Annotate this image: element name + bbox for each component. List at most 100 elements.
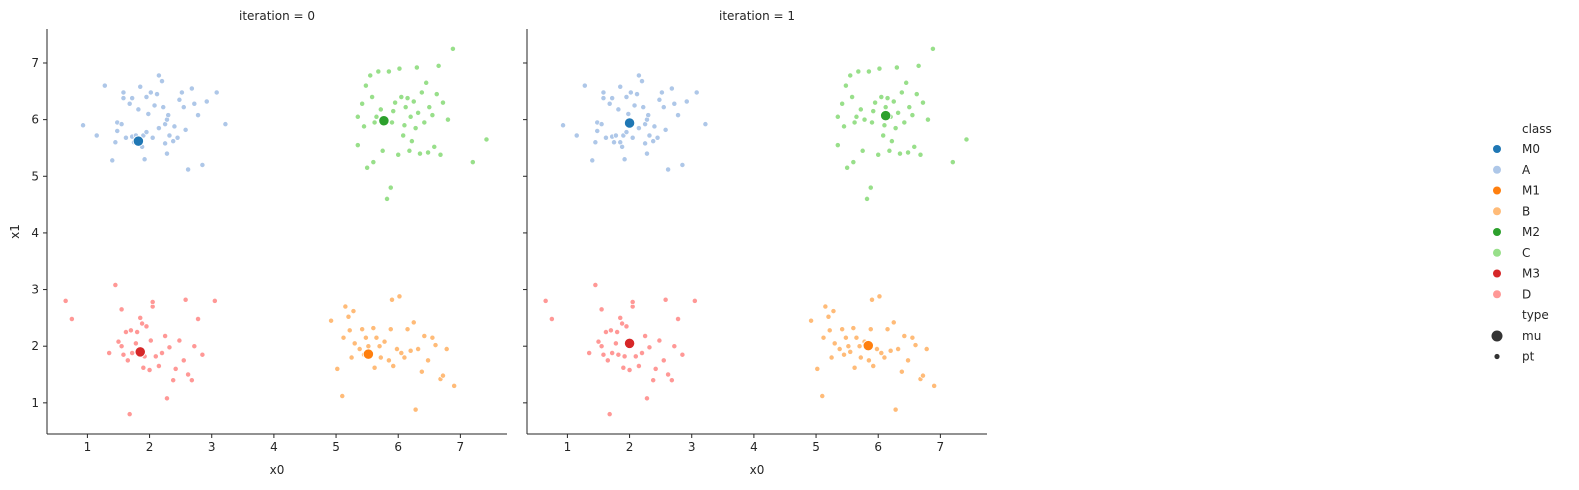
data-point-D xyxy=(115,338,122,345)
data-point-C xyxy=(408,138,415,145)
data-point-C xyxy=(429,112,436,119)
data-point-C xyxy=(354,142,361,149)
data-point-B xyxy=(387,326,394,333)
data-point-B xyxy=(870,363,877,369)
data-point-D xyxy=(629,299,636,305)
data-point-C xyxy=(421,119,428,126)
data-point-B xyxy=(385,357,392,364)
data-point-D xyxy=(159,350,165,356)
data-point-C xyxy=(387,184,394,191)
facet-panel-0: iteration = 0 1 2 3 4 5 6 7 1 2 3 4 5 6 7 x0 x1 xyxy=(8,9,507,477)
data-point-A xyxy=(178,89,185,96)
data-point-B xyxy=(890,319,897,326)
data-point-C xyxy=(865,68,872,75)
data-point-C xyxy=(834,142,841,149)
data-point-B xyxy=(845,343,852,350)
data-point-A xyxy=(164,150,170,157)
data-point-D xyxy=(126,411,133,418)
data-point-C xyxy=(431,143,438,150)
data-point-A xyxy=(662,126,669,133)
data-point-D xyxy=(211,297,218,304)
y-tick-label: 2 xyxy=(31,339,39,353)
data-point-A xyxy=(185,166,192,173)
data-point-C xyxy=(354,113,361,120)
data-point-D xyxy=(188,377,195,384)
data-point-C xyxy=(385,68,392,75)
data-point-C xyxy=(881,122,888,129)
data-point-C xyxy=(909,112,916,119)
data-point-A xyxy=(155,125,162,132)
data-point-C xyxy=(384,195,390,202)
data-point-D xyxy=(68,316,75,322)
data-point-D xyxy=(679,351,686,358)
x-tick-label: 3 xyxy=(208,440,216,454)
data-point-A xyxy=(594,128,601,134)
data-point-B xyxy=(820,334,827,341)
facet-title: iteration = 0 xyxy=(239,9,315,23)
data-point-C xyxy=(425,149,432,156)
data-point-D xyxy=(620,364,627,371)
data-point-C xyxy=(890,98,897,105)
data-point-D xyxy=(609,350,616,356)
data-point-C xyxy=(876,65,883,72)
data-point-A xyxy=(162,140,169,147)
data-point-C xyxy=(872,99,879,106)
data-point-B xyxy=(923,346,930,352)
legend-marker-M2 xyxy=(1493,228,1501,236)
data-point-C xyxy=(963,136,970,143)
data-point-A xyxy=(120,89,127,96)
data-point-C xyxy=(903,79,910,86)
data-point-D xyxy=(62,297,69,304)
data-point-D xyxy=(626,367,633,373)
data-point-A xyxy=(660,104,667,111)
data-point-B xyxy=(853,334,860,341)
data-point-D xyxy=(639,350,645,356)
x-tick-label: 3 xyxy=(688,440,696,454)
y-tick-label: 6 xyxy=(31,113,39,127)
data-point-D xyxy=(132,340,139,347)
data-point-C xyxy=(392,99,399,106)
data-point-A xyxy=(602,134,609,141)
data-point-B xyxy=(376,343,383,350)
data-point-C xyxy=(375,68,382,75)
data-point-C xyxy=(426,104,433,111)
x-tick-label: 6 xyxy=(394,440,402,454)
data-point-C xyxy=(886,147,893,154)
legend-label-B: B xyxy=(1522,204,1530,218)
data-point-C xyxy=(920,99,926,106)
legend-label-D: D xyxy=(1522,287,1531,301)
data-point-A xyxy=(213,89,220,96)
data-point-B xyxy=(412,406,419,413)
data-point-B xyxy=(398,350,405,356)
data-point-B xyxy=(340,334,347,341)
data-point-C xyxy=(449,45,456,52)
data-point-A xyxy=(650,138,657,145)
data-point-B xyxy=(401,354,408,361)
data-point-C xyxy=(878,94,885,100)
data-point-C xyxy=(915,62,922,69)
data-point-B xyxy=(881,354,888,361)
data-point-C xyxy=(834,113,841,120)
data-point-B xyxy=(831,340,838,347)
data-point-A xyxy=(639,78,645,85)
data-point-C xyxy=(892,125,899,132)
data-point-B xyxy=(839,326,846,333)
data-point-A xyxy=(679,161,686,168)
data-point-C xyxy=(369,94,376,100)
data-point-B xyxy=(819,393,826,399)
data-point-C xyxy=(437,151,444,158)
data-point-A xyxy=(611,139,617,146)
data-point-A xyxy=(668,85,675,92)
data-point-D xyxy=(612,340,619,347)
legend-marker-M3 xyxy=(1493,269,1501,278)
data-point-D xyxy=(621,353,628,360)
data-point-D xyxy=(665,371,672,378)
data-point-B xyxy=(825,313,832,320)
data-point-A xyxy=(623,94,630,100)
data-point-A xyxy=(222,121,229,128)
data-point-B xyxy=(808,317,815,324)
data-point-B xyxy=(432,342,439,349)
x-tick-label: 5 xyxy=(812,440,820,454)
data-point-D xyxy=(671,343,678,350)
data-point-A xyxy=(645,112,652,119)
